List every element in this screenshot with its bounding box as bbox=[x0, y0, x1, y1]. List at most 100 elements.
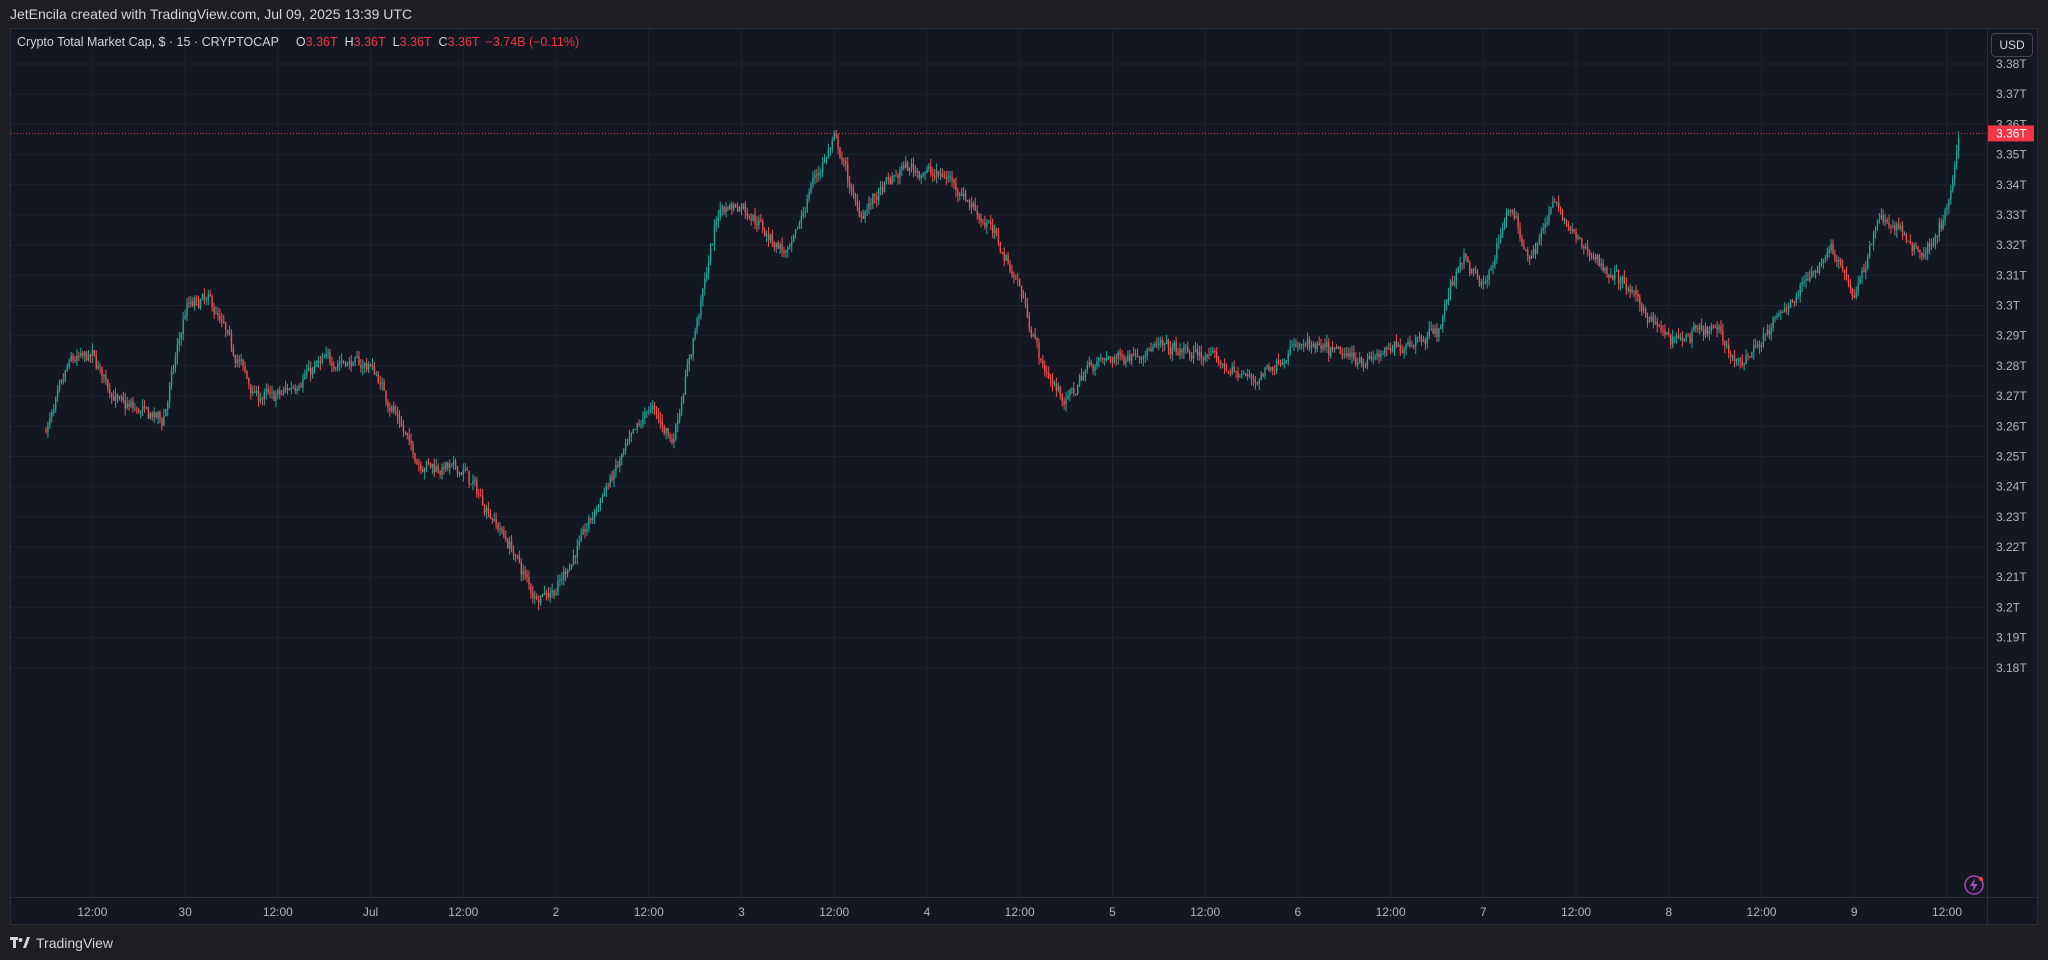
candle-body bbox=[224, 322, 227, 331]
candle-body bbox=[1103, 358, 1106, 360]
candle-body bbox=[986, 222, 988, 227]
candle-body bbox=[199, 299, 202, 309]
candle-body bbox=[717, 217, 720, 221]
candle-body bbox=[862, 215, 864, 219]
candle-body bbox=[1496, 243, 1498, 259]
candle-body bbox=[1237, 371, 1239, 377]
candle-body bbox=[1515, 216, 1517, 218]
candle-body bbox=[1173, 342, 1175, 348]
candle-body bbox=[682, 394, 685, 403]
candle-body bbox=[178, 339, 181, 345]
candle-body bbox=[1190, 355, 1193, 359]
candle-body bbox=[1426, 336, 1429, 344]
candle-body bbox=[1140, 357, 1143, 360]
candle-body bbox=[1177, 351, 1179, 355]
candle-body bbox=[632, 428, 635, 433]
price-tick-label: 3.25T bbox=[1996, 449, 2027, 463]
price-axis[interactable]: 3.38T 3.37T 3.36T 3.35T 3.34T 3.33T 3.32T 3.31T… bbox=[1987, 29, 2037, 897]
candle-body bbox=[354, 358, 356, 363]
candle-body bbox=[1467, 257, 1469, 263]
candle-body bbox=[1256, 382, 1259, 384]
candle-body bbox=[1357, 363, 1359, 365]
candle-body bbox=[51, 412, 53, 418]
candle-body bbox=[792, 234, 795, 241]
candle-body bbox=[597, 505, 600, 510]
candle-body bbox=[1668, 332, 1670, 335]
candle-body bbox=[1673, 336, 1676, 338]
candle-body bbox=[1633, 290, 1635, 292]
candle-body bbox=[1828, 249, 1830, 253]
time-tick-label: 12:00 bbox=[819, 905, 849, 919]
candle-body bbox=[978, 214, 980, 219]
candle-body bbox=[1011, 271, 1013, 276]
candle-body bbox=[443, 467, 445, 470]
candle-body bbox=[1165, 339, 1168, 344]
candle-body bbox=[195, 297, 198, 299]
candle-body bbox=[190, 301, 192, 304]
candle-body bbox=[1486, 280, 1488, 282]
candle-body bbox=[1397, 344, 1400, 347]
candle-body bbox=[1944, 210, 1946, 221]
candle-body bbox=[1366, 359, 1369, 366]
candle-body bbox=[599, 498, 602, 506]
time-axis[interactable]: 12:00 30 12:00 Jul 12:00 2 12:00 3 12:00 4 12:00 5 1… bbox=[11, 897, 1987, 925]
candle-body bbox=[1739, 358, 1741, 362]
candle-body bbox=[516, 555, 519, 557]
candle-body bbox=[1501, 227, 1504, 234]
candle-body bbox=[692, 338, 694, 355]
candle-body bbox=[686, 364, 689, 377]
candle-body bbox=[736, 207, 739, 212]
candle-body bbox=[219, 315, 221, 320]
candle-body bbox=[808, 192, 810, 200]
candle-body bbox=[439, 471, 441, 475]
currency-button[interactable]: USD bbox=[1991, 33, 2033, 57]
candle-body bbox=[1227, 370, 1230, 373]
candle-body bbox=[993, 229, 996, 234]
candle-body bbox=[850, 187, 853, 192]
candle-body bbox=[327, 352, 329, 354]
candle-body bbox=[194, 297, 196, 306]
candle-body bbox=[621, 453, 623, 459]
candle-body bbox=[1022, 297, 1025, 299]
candle-body bbox=[1741, 361, 1743, 366]
time-tick-label: 9 bbox=[1851, 905, 1858, 919]
time-tick-label: 6 bbox=[1295, 905, 1302, 919]
lightning-icon[interactable] bbox=[1963, 874, 1985, 896]
candle-body bbox=[1219, 361, 1222, 364]
candle-body bbox=[1258, 380, 1260, 384]
candle-body bbox=[564, 571, 567, 575]
candle-body bbox=[918, 171, 920, 179]
candle-body bbox=[1843, 269, 1846, 274]
chart-pane[interactable]: Crypto Total Market Cap, $ · 15 · CRYPTO… bbox=[11, 29, 1987, 897]
candle-body bbox=[843, 160, 845, 162]
candle-body bbox=[1888, 222, 1890, 227]
candle-body bbox=[980, 218, 982, 222]
candle-body bbox=[671, 439, 673, 443]
candle-body bbox=[136, 408, 138, 410]
candle-body bbox=[1063, 401, 1065, 405]
time-tick-label: 12:00 bbox=[1376, 905, 1406, 919]
candle-body bbox=[1347, 353, 1349, 356]
candle-body bbox=[584, 529, 586, 532]
candle-body bbox=[479, 494, 482, 497]
candle-body bbox=[557, 580, 559, 592]
candle-body bbox=[1650, 316, 1653, 321]
candle-body bbox=[825, 157, 828, 159]
candle-body bbox=[365, 363, 368, 370]
symbol-description[interactable]: Crypto Total Market Cap, $ · 15 · CRYPTO… bbox=[17, 35, 279, 49]
candle-body bbox=[114, 395, 117, 401]
candle-body bbox=[362, 366, 364, 368]
candle-body bbox=[1463, 253, 1465, 264]
candle-body bbox=[170, 370, 173, 386]
candle-body bbox=[120, 397, 123, 399]
candlestick-chart[interactable] bbox=[11, 29, 1987, 897]
candle-body bbox=[713, 225, 716, 245]
candle-body bbox=[767, 234, 770, 241]
candle-body bbox=[582, 529, 584, 535]
candle-body bbox=[466, 469, 468, 471]
candle-body bbox=[1415, 338, 1417, 347]
tradingview-brand[interactable]: TradingView bbox=[10, 935, 113, 951]
candle-body bbox=[607, 486, 609, 488]
candle-body bbox=[130, 401, 132, 407]
price-axis-scale: 3.38T 3.37T 3.36T 3.35T 3.34T 3.33T 3.32T 3.31T… bbox=[1988, 57, 2034, 675]
